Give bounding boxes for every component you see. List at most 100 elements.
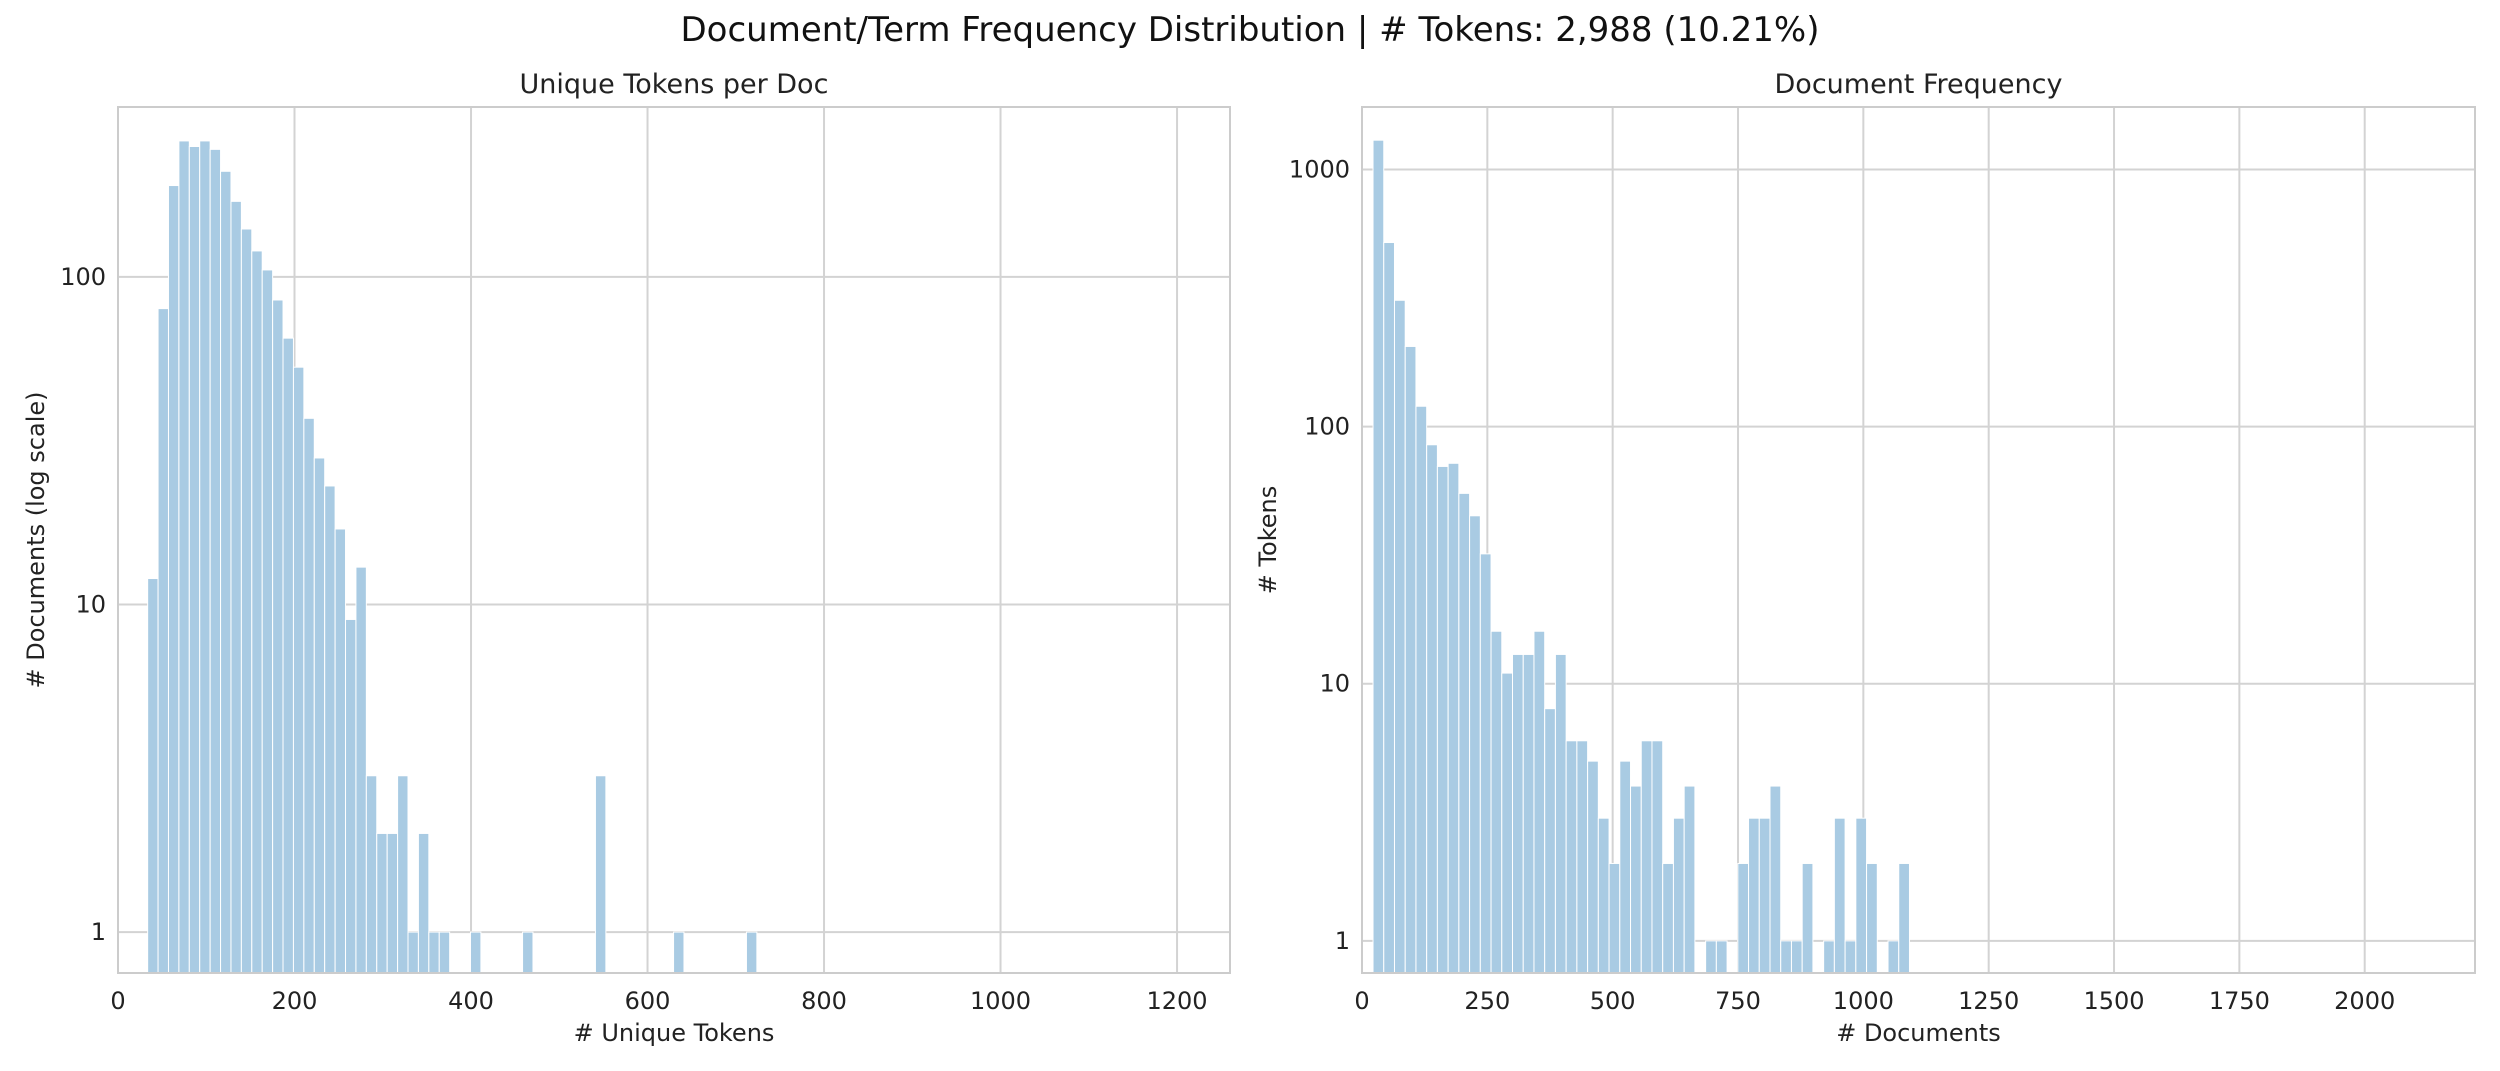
histogram-bar <box>1383 242 1395 974</box>
y-tick-label: 100 <box>1304 413 1350 441</box>
histogram-bar <box>1404 345 1417 974</box>
histogram-bar <box>1608 862 1621 974</box>
histogram-bar <box>417 832 430 974</box>
histogram-bar <box>261 269 274 974</box>
histogram-bar <box>1619 760 1632 974</box>
histogram-bar <box>251 250 263 974</box>
x-tick-label: 400 <box>448 987 494 1015</box>
histogram-bar <box>272 299 284 974</box>
x-tick-label: 250 <box>1464 987 1510 1015</box>
histogram-bar <box>1640 740 1653 974</box>
chart-unique-tokens-per-doc: 0 200 400 600 800 1000 1200 1 10 100 Unique Tokens… <box>22 69 1231 1047</box>
histogram-bar <box>209 148 222 974</box>
x-tick-label: 800 <box>801 987 847 1015</box>
histogram-bar <box>407 931 419 974</box>
histogram-bar <box>1565 740 1578 974</box>
histogram-bar <box>1587 760 1599 974</box>
histogram-bar <box>1597 817 1610 974</box>
histogram-bar <box>147 578 159 974</box>
x-tick-label: 500 <box>1590 987 1636 1015</box>
histogram-bar <box>1672 817 1685 974</box>
histogram-bar <box>1544 708 1556 974</box>
histogram-bar <box>745 931 758 974</box>
histogram-bar <box>365 775 378 974</box>
histogram-bar <box>1522 653 1535 974</box>
histogram-bar <box>1436 465 1449 974</box>
histogram-bar <box>1490 630 1503 974</box>
x-tick-label: 1750 <box>2209 987 2270 1015</box>
histogram-bar <box>1790 940 1803 974</box>
histogram-bar <box>1630 785 1642 974</box>
histogram-bar <box>199 140 211 974</box>
chart-title: Unique Tokens per Doc <box>520 69 829 100</box>
histogram-bar <box>240 228 253 974</box>
y-tick-label: 10 <box>75 590 106 618</box>
histogram-bar <box>1651 740 1664 974</box>
histogram-bar <box>1780 940 1792 974</box>
histogram-bar <box>1469 515 1481 974</box>
histogram-bar <box>1501 672 1514 974</box>
histogram-bar <box>178 140 190 974</box>
histogram-bar <box>1769 785 1782 974</box>
histogram-bar <box>386 832 399 974</box>
histogram-bar <box>282 337 294 974</box>
histogram-bar <box>1898 862 1910 974</box>
y-tick-label: 10 <box>1319 670 1350 698</box>
histogram-bar <box>324 485 336 974</box>
histogram-bar <box>334 528 347 974</box>
histogram-bar <box>428 931 440 974</box>
histogram-bar <box>397 775 409 974</box>
histogram-bar <box>1844 940 1857 974</box>
x-tick-label: 1250 <box>1958 987 2019 1015</box>
histogram-bar <box>1576 740 1589 974</box>
histogram-bar <box>220 170 232 974</box>
histogram-bar <box>1458 492 1471 974</box>
histogram-bar <box>1683 785 1696 974</box>
chart-title: Document Frequency <box>1775 69 2063 100</box>
histogram-bar <box>167 185 180 974</box>
histogram-bar <box>1512 653 1524 974</box>
histogram-bar <box>469 931 482 974</box>
histogram-bar <box>1758 817 1771 974</box>
y-axis-label: # Tokens <box>1254 486 1282 595</box>
histogram-bar <box>355 566 367 974</box>
x-tick-label: 750 <box>1715 987 1761 1015</box>
y-tick-label: 1000 <box>1289 155 1350 183</box>
histogram-bar <box>1705 940 1717 974</box>
y-tick-label: 100 <box>60 263 106 291</box>
histogram-bar <box>1426 444 1438 974</box>
x-tick-label: 1500 <box>2083 987 2144 1015</box>
histogram-bar <box>1855 817 1868 974</box>
x-tick-label: 1000 <box>1833 987 1894 1015</box>
histogram-bar <box>1479 553 1492 974</box>
histogram-bar <box>438 931 451 974</box>
histogram-bar <box>1393 299 1406 974</box>
y-tick-label: 1 <box>91 918 106 946</box>
histogram-bar <box>1447 462 1460 974</box>
histogram-bar <box>1887 940 1900 974</box>
x-tick-label: 1200 <box>1147 987 1208 1015</box>
chart-document-frequency: 0 250 500 750 1000 1250 1500 1750 2000 1 10 100 1000… <box>1254 69 2476 1047</box>
histogram-bar <box>157 308 169 974</box>
x-axis-label: # Documents <box>1836 1019 2001 1047</box>
histogram-bar <box>292 366 305 974</box>
histogram-bar <box>1737 862 1750 974</box>
x-tick-label: 200 <box>272 987 318 1015</box>
histogram-bar <box>594 775 607 974</box>
x-tick-label: 600 <box>625 987 671 1015</box>
x-tick-label: 1000 <box>970 987 1031 1015</box>
x-axis-label: # Unique Tokens <box>574 1019 775 1047</box>
axes-frame <box>1361 106 2476 974</box>
histogram-bar <box>230 200 242 974</box>
histogram-bar <box>303 417 315 974</box>
histogram-bar <box>1866 862 1878 974</box>
histogram-bar <box>313 457 326 974</box>
histogram-bar <box>522 931 534 974</box>
histogram-bar <box>188 146 201 974</box>
histogram-bar <box>376 832 388 974</box>
x-tick-label: 0 <box>1354 987 1369 1015</box>
figure-title: Document/Term Frequency Distribution | #… <box>680 10 1820 50</box>
histogram-bar <box>1833 817 1846 974</box>
